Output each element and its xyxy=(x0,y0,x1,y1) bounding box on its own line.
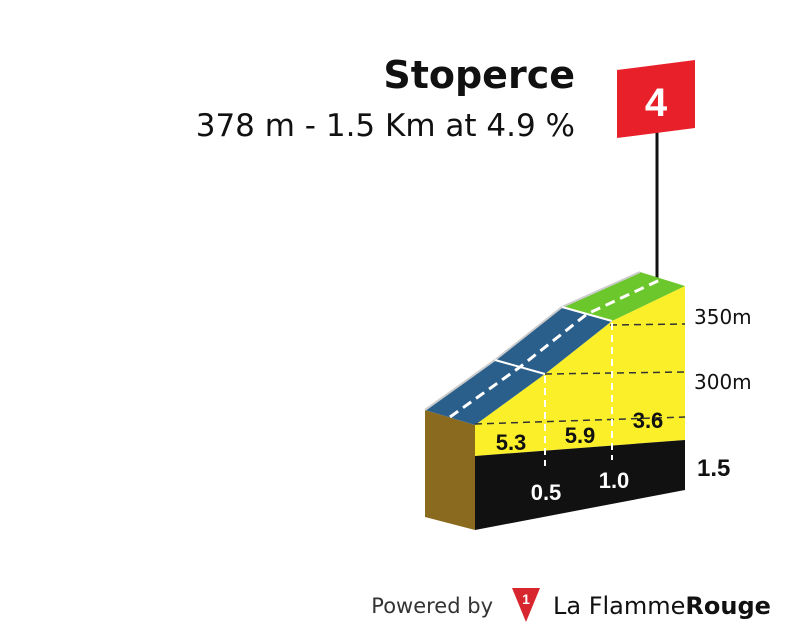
profile-front xyxy=(475,286,685,456)
top-edge xyxy=(424,271,641,411)
flag xyxy=(617,60,695,138)
brand-name: La FlammeRouge xyxy=(553,592,771,620)
total-distance: 1.5 xyxy=(697,455,730,482)
powered-by: Powered by xyxy=(371,594,493,618)
brand-logo xyxy=(512,588,540,622)
guide-line xyxy=(609,323,686,326)
climb-subtitle: 378 m - 1.5 Km at 4.9 % xyxy=(196,108,575,144)
segment-edge xyxy=(494,359,546,375)
brand-bold: Rouge xyxy=(685,592,771,620)
gradient-label: 3.6 xyxy=(633,408,664,433)
climb-title: Stoperce xyxy=(383,53,575,97)
altitude-label: 300m xyxy=(694,370,752,394)
distance-label: 0.5 xyxy=(531,480,562,505)
gradient-label: 5.9 xyxy=(565,423,596,448)
category-label: 4 xyxy=(645,81,668,125)
profile-side xyxy=(425,410,475,530)
center-line xyxy=(449,277,663,419)
segment-top xyxy=(425,360,545,425)
brand-logo-mark: 1 xyxy=(522,591,530,607)
segment-edge xyxy=(561,306,613,322)
brand-light: La Flamme xyxy=(553,592,685,620)
gradient-label: 5.3 xyxy=(496,430,527,455)
profile-base xyxy=(475,440,685,530)
altitude-label: 350m xyxy=(694,305,752,329)
distance-label: 1.0 xyxy=(599,468,630,493)
